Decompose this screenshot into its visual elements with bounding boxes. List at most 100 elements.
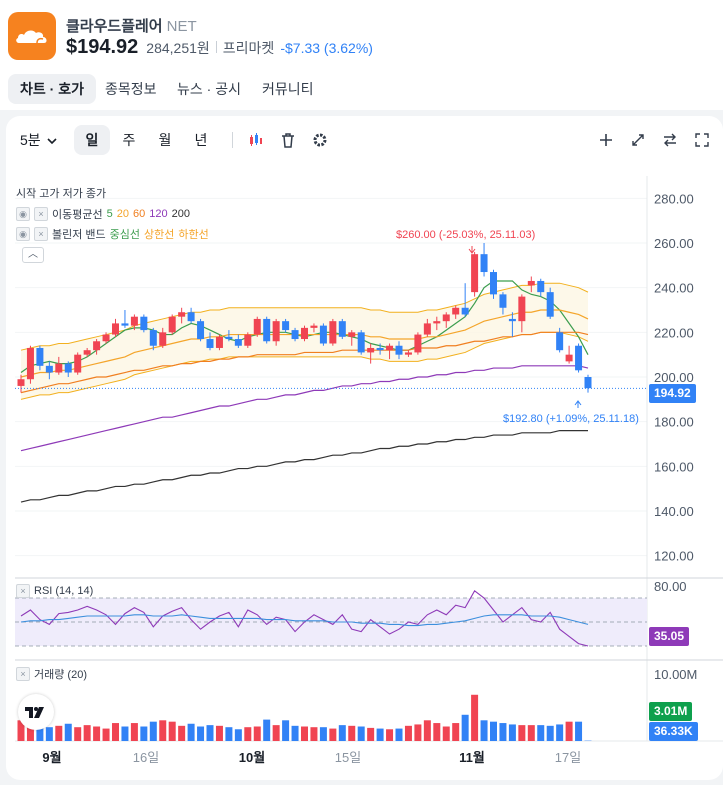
volume-bar [45, 727, 53, 741]
candle-body [272, 321, 280, 342]
trash-icon[interactable] [276, 128, 300, 152]
volume-bar [272, 725, 280, 741]
expand-diagonal-icon[interactable] [626, 128, 650, 152]
price-tick-label: 240.00 [654, 281, 694, 296]
close-icon[interactable]: × [16, 667, 30, 681]
candle-body [102, 334, 110, 342]
bollinger-lower-line [20, 331, 589, 400]
legend-ma20: 20 [116, 208, 129, 220]
candle-body [442, 314, 450, 322]
volume-bar [253, 726, 261, 741]
candle-body [584, 377, 592, 389]
period-month[interactable]: 월 [158, 132, 172, 148]
rsi-tick-label: 80.00 [654, 579, 687, 594]
current-price: $194.92 [66, 36, 139, 58]
tradingview-logo-icon[interactable] [18, 694, 54, 730]
price-tick-label: 160.00 [654, 459, 694, 474]
candle-body [140, 316, 148, 331]
candle-body [234, 339, 242, 346]
volume-bar [168, 721, 176, 741]
volume-bar [537, 725, 545, 741]
candle-icon[interactable] [244, 128, 268, 152]
candle-body [537, 280, 545, 293]
candle-body [319, 325, 327, 344]
volume-bar [452, 723, 460, 741]
x-tick-label: 16일 [133, 750, 159, 765]
candle-body [282, 321, 290, 331]
candle-body [367, 347, 375, 353]
stock-name: 클라우드플레어 NET [66, 15, 197, 36]
candle-body [348, 332, 356, 337]
swap-icon[interactable] [658, 128, 682, 152]
close-icon[interactable]: × [34, 207, 48, 221]
candle-body [187, 312, 195, 322]
candle-body [310, 325, 318, 328]
eye-off-icon[interactable]: ◉ [16, 227, 30, 241]
legend-bb-label: 볼린저 밴드 [52, 229, 106, 241]
candle-body [499, 294, 507, 308]
price-row: $194.92 284,251원 프리마켓 -$7.33 (3.62%) [66, 36, 373, 59]
candle-body [206, 339, 214, 348]
candle-body [112, 323, 119, 335]
market-session: 프리마켓 [222, 40, 275, 56]
candle-body [93, 341, 101, 351]
volume-bar [263, 719, 271, 741]
volume-tick-label: 10.00M [654, 667, 697, 682]
volume-bar [527, 725, 535, 741]
legend-ma200: 200 [171, 208, 190, 220]
close-icon[interactable]: × [34, 227, 48, 241]
close-icon[interactable]: × [16, 584, 30, 598]
price-tick-label: 200.00 [654, 370, 694, 385]
volume-bar [36, 725, 44, 741]
candle-body [376, 347, 384, 351]
volume-bar [301, 726, 308, 741]
candle-body [395, 345, 403, 355]
tab-chart[interactable]: 차트 · 호가 [8, 74, 96, 104]
volume-bar [64, 723, 72, 741]
candle-body [244, 334, 252, 346]
volume-bar [575, 721, 583, 741]
volume-bar [215, 725, 223, 741]
high-marker [468, 246, 476, 254]
period-day[interactable]: 일 [74, 125, 110, 155]
candle-body [546, 292, 554, 317]
volume-bar [546, 725, 554, 741]
volume-bar [206, 725, 214, 741]
volume-bar [442, 726, 450, 741]
stock-ticker: NET [166, 18, 197, 35]
x-tick-label: 10월 [239, 750, 265, 765]
fullscreen-icon[interactable] [690, 128, 714, 152]
legend-bb-middle: 중심선 [109, 229, 141, 241]
tab-community[interactable]: 커뮤니티 [262, 81, 314, 97]
interval-select[interactable]: 5분 [20, 125, 64, 155]
volume-bar [17, 720, 25, 741]
legend-volume: × 거래량 (20) [16, 666, 87, 682]
legend-rsi: × RSI (14, 14) [16, 584, 93, 598]
tab-news[interactable]: 뉴스 · 공시 [177, 81, 241, 97]
period-year[interactable]: 년 [194, 132, 208, 148]
legend-rsi-label: RSI (14, 14) [34, 585, 94, 597]
candle-body [130, 316, 138, 326]
volume-bar [414, 724, 422, 741]
candle-body [149, 330, 157, 346]
volume-bar [140, 726, 148, 741]
candle-body [83, 350, 91, 355]
candle-body [565, 354, 573, 362]
chevron-down-icon [46, 125, 57, 155]
volume-bar [423, 720, 431, 741]
price-chart[interactable]: 280.00 260.00 240.00 220.00 200.00 180.00 160.… [6, 116, 723, 780]
plus-icon[interactable] [594, 128, 618, 152]
gear-icon[interactable] [308, 128, 332, 152]
volume-bar [282, 720, 290, 741]
candle-body [291, 330, 299, 340]
eye-off-icon[interactable]: ◉ [16, 207, 30, 221]
candle-body [433, 321, 441, 324]
candle-body [357, 332, 365, 353]
tab-stock-info[interactable]: 종목정보 [105, 81, 157, 97]
period-week[interactable]: 주 [122, 132, 136, 148]
volume-bar [376, 728, 384, 741]
candle-body [168, 316, 176, 333]
collapse-legend-button[interactable]: ︿ [22, 247, 44, 263]
volume-bar [395, 728, 403, 741]
divider [215, 41, 217, 53]
